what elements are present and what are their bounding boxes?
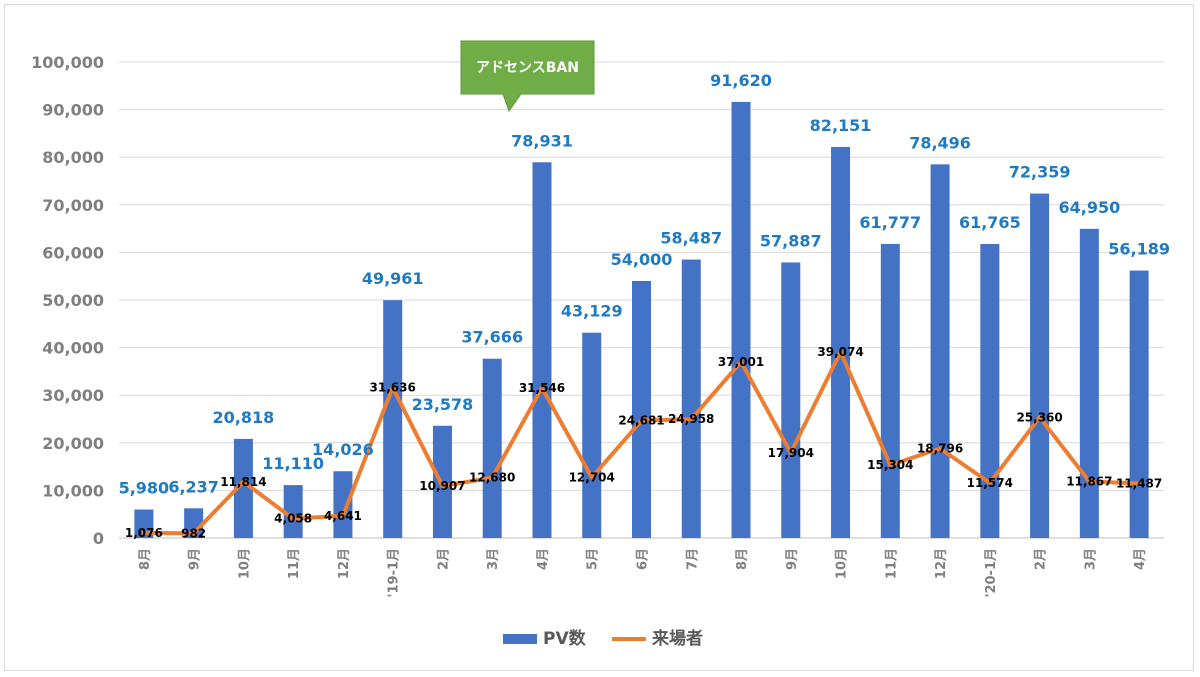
x-tick-label: 12月 [934,548,949,579]
x-tick-label: 12月 [337,548,352,579]
x-tick-label: 4月 [1133,548,1148,570]
bar [532,162,552,538]
y-tick-label: 60,000 [42,243,104,262]
line-data-label: 982 [181,526,206,540]
line-data-label: 11,867 [1066,475,1112,489]
bar [681,259,701,538]
bar-data-label: 11,110 [262,454,324,473]
x-tick-label: 3月 [486,548,501,570]
bar [482,358,502,538]
bar [980,243,1000,538]
line-data-label: 17,904 [768,446,814,460]
line-data-label: 11,814 [220,475,266,489]
bar-data-label: 61,765 [959,213,1021,232]
bar-data-label: 54,000 [611,250,673,269]
line-data-label: 1,076 [125,526,163,540]
x-tick-label: '19-1月 [387,548,402,598]
bar [1129,270,1149,538]
line-data-label: 31,546 [519,381,565,395]
legend-swatch-pv [503,634,537,644]
bar-data-label: 58,487 [660,229,722,248]
bar [134,509,154,538]
bar-data-label: 72,359 [1009,163,1071,182]
x-tick-label: 9月 [188,548,203,570]
line-data-label: 12,704 [569,471,615,485]
line-data-label: 39,074 [817,345,863,359]
bar-data-label: 6,237 [168,477,219,496]
bar [383,300,403,538]
bar-data-label: 78,931 [511,131,573,150]
line-data-label: 11,487 [1116,476,1162,490]
bar-data-label: 57,887 [760,231,822,250]
line-data-label: 24,681 [618,414,664,428]
x-tick-label: 10月 [237,548,252,579]
x-tick-label: 5月 [586,548,601,570]
bar-data-label: 5,980 [119,479,170,498]
legend-label-pv: PV数 [543,628,587,649]
y-tick-label: 90,000 [42,101,104,120]
bar-data-label: 37,666 [461,328,523,347]
y-tick-label: 100,000 [31,53,104,72]
bar-data-label: 61,777 [859,213,921,232]
line-data-label: 37,001 [718,355,764,369]
bar-data-label: 91,620 [710,71,772,90]
bar [831,146,851,538]
line-data-label: 4,058 [274,512,312,526]
line-data-label: 25,360 [1016,410,1062,424]
line-data-label: 11,574 [967,476,1013,490]
bar [283,485,303,538]
y-tick-label: 40,000 [42,339,104,358]
annotation-callout [460,40,595,113]
x-tick-label: 8月 [138,548,153,570]
x-tick-label: '20-1月 [984,548,999,598]
y-tick-label: 70,000 [42,196,104,215]
bar [1030,193,1050,538]
bar-data-label: 82,151 [810,116,872,135]
x-tick-label: 10月 [835,548,850,579]
line-data-label: 4,641 [324,509,362,523]
line-data-label: 12,680 [469,471,515,485]
line-data-label: 15,304 [867,458,913,472]
bar-data-label: 20,818 [213,408,275,427]
line-data-label: 31,636 [370,380,416,394]
bar-data-label: 64,950 [1058,198,1120,217]
bar-data-label: 49,961 [362,269,424,288]
bar [880,243,900,539]
legend-label-visitors: 来場者 [651,628,703,649]
x-tick-label: 11月 [884,548,899,579]
y-tick-label: 50,000 [42,291,104,310]
y-tick-label: 20,000 [42,434,104,453]
line-data-label: 24,958 [668,412,714,426]
x-tick-label: 11月 [287,548,302,579]
bar-data-label: 78,496 [909,133,971,152]
x-tick-label: 2月 [436,548,451,570]
bar-data-label: 56,189 [1108,240,1170,259]
bar [1079,228,1099,538]
x-tick-label: 7月 [685,548,700,570]
bar [632,280,651,538]
y-tick-label: 80,000 [42,148,104,167]
annotation-text: アドセンスBAN [476,60,579,76]
bar [333,471,353,538]
x-tick-label: 9月 [785,548,800,570]
line-data-label: 18,796 [917,442,963,456]
y-tick-label: 30,000 [42,386,104,405]
x-tick-label: 8月 [735,548,750,570]
x-tick-label: 2月 [1034,548,1049,570]
x-tick-label: 3月 [1083,548,1098,570]
line-data-label: 10,907 [419,479,465,493]
bar [781,262,801,538]
bar [582,332,602,538]
bar-data-label: 43,129 [561,302,623,321]
bar-data-label: 14,026 [312,440,374,459]
bar-data-label: 23,578 [412,395,474,414]
x-tick-label: 6月 [636,548,651,570]
y-tick-label: 0 [93,529,104,548]
bar [930,164,950,538]
bar [731,101,751,539]
x-tick-label: 4月 [536,548,551,570]
bar [233,438,253,538]
y-tick-label: 10,000 [42,481,104,500]
